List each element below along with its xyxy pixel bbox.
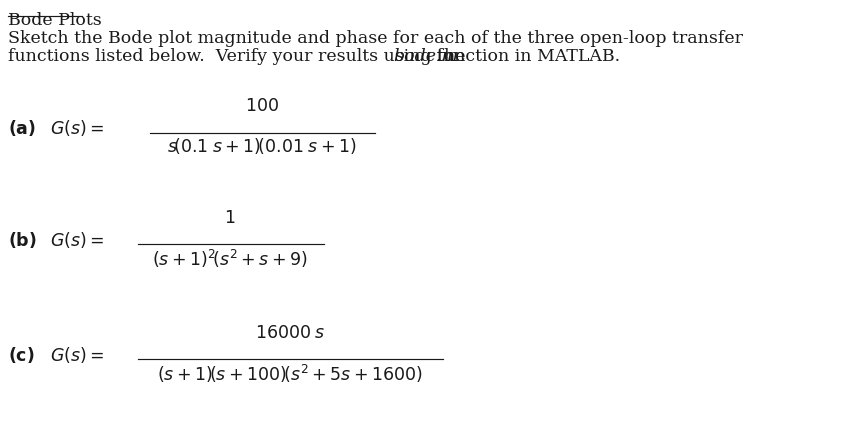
Text: Bode Plots: Bode Plots bbox=[8, 12, 102, 29]
Text: $\left(s+1\right)^{2}\!\left(s^{2}+s+9\right)$: $\left(s+1\right)^{2}\!\left(s^{2}+s+9\r… bbox=[152, 248, 308, 270]
Text: $100$: $100$ bbox=[245, 98, 279, 115]
Text: Sketch the Bode plot magnitude and phase for each of the three open-loop transfe: Sketch the Bode plot magnitude and phase… bbox=[8, 30, 743, 47]
Text: $16000\;s$: $16000\;s$ bbox=[255, 325, 325, 342]
Text: $G(s) =$: $G(s) =$ bbox=[50, 345, 104, 365]
Text: $G(s) =$: $G(s) =$ bbox=[50, 230, 104, 250]
Text: $s\!\left(0.1\;s+1\right)\!\left(0.01\;s+1\right)$: $s\!\left(0.1\;s+1\right)\!\left(0.01\;s… bbox=[167, 136, 357, 156]
Text: $\mathbf{(c)}$: $\mathbf{(c)}$ bbox=[8, 345, 35, 365]
Text: $1$: $1$ bbox=[225, 210, 235, 227]
Text: $\mathbf{(a)}$: $\mathbf{(a)}$ bbox=[8, 118, 36, 138]
Text: $\left(s+1\right)\!\left(s+100\right)\!\left(s^{2}+5s+1600\right)$: $\left(s+1\right)\!\left(s+100\right)\!\… bbox=[157, 363, 423, 385]
Text: $\mathbf{(b)}$: $\mathbf{(b)}$ bbox=[8, 230, 37, 250]
Text: bode.m: bode.m bbox=[393, 48, 458, 65]
Text: functions listed below.  Verify your results using the: functions listed below. Verify your resu… bbox=[8, 48, 471, 65]
Text: function in MATLAB.: function in MATLAB. bbox=[431, 48, 620, 65]
Text: $G(s) =$: $G(s) =$ bbox=[50, 118, 104, 138]
